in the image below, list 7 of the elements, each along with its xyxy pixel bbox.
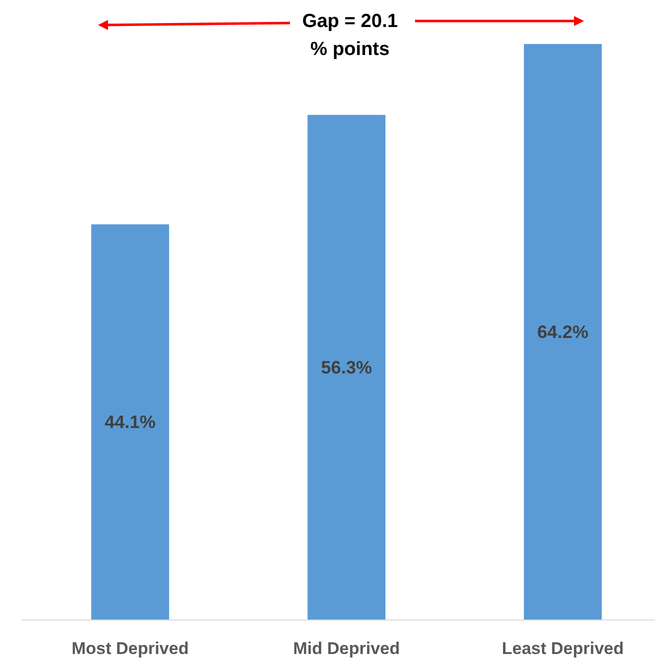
annotation: Gap = 20.1 % points [302, 11, 398, 60]
data-label: 56.3% [320, 357, 372, 378]
data-label: 44.1% [104, 412, 156, 432]
data-label: 64.2% [537, 322, 588, 342]
x-tick-label: Least Deprived [502, 639, 624, 658]
x-tick-label: Mid Deprived [293, 639, 400, 658]
x-tick-label: Most Deprived [72, 639, 189, 658]
